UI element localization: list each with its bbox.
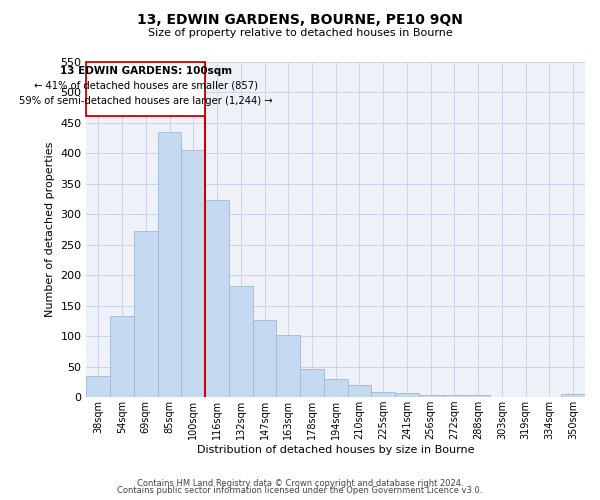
Bar [443, 396, 466, 397]
Text: Contains public sector information licensed under the Open Government Licence v3: Contains public sector information licen… [118, 486, 482, 495]
Bar [86, 62, 205, 116]
Bar [300, 369, 324, 397]
Bar [229, 286, 253, 397]
Bar [158, 132, 181, 397]
Text: 13, EDWIN GARDENS, BOURNE, PE10 9QN: 13, EDWIN GARDENS, BOURNE, PE10 9QN [137, 12, 463, 26]
Bar [110, 316, 134, 397]
Bar [181, 150, 205, 397]
Bar [490, 396, 514, 397]
Bar [538, 396, 561, 397]
Bar [134, 230, 158, 397]
Bar [253, 320, 277, 397]
Text: 13 EDWIN GARDENS: 100sqm: 13 EDWIN GARDENS: 100sqm [60, 66, 232, 76]
X-axis label: Distribution of detached houses by size in Bourne: Distribution of detached houses by size … [197, 445, 475, 455]
Bar [277, 335, 300, 397]
Bar [205, 200, 229, 397]
Bar [86, 376, 110, 397]
Text: Size of property relative to detached houses in Bourne: Size of property relative to detached ho… [148, 28, 452, 38]
Text: Contains HM Land Registry data © Crown copyright and database right 2024.: Contains HM Land Registry data © Crown c… [137, 478, 463, 488]
Bar [561, 394, 585, 397]
Bar [419, 396, 443, 397]
Text: ← 41% of detached houses are smaller (857): ← 41% of detached houses are smaller (85… [34, 81, 258, 91]
Bar [347, 385, 371, 397]
Bar [466, 396, 490, 397]
Bar [395, 393, 419, 397]
Bar [324, 379, 347, 397]
Bar [514, 396, 538, 397]
Y-axis label: Number of detached properties: Number of detached properties [45, 142, 55, 317]
Text: 59% of semi-detached houses are larger (1,244) →: 59% of semi-detached houses are larger (… [19, 96, 272, 106]
Bar [371, 392, 395, 397]
